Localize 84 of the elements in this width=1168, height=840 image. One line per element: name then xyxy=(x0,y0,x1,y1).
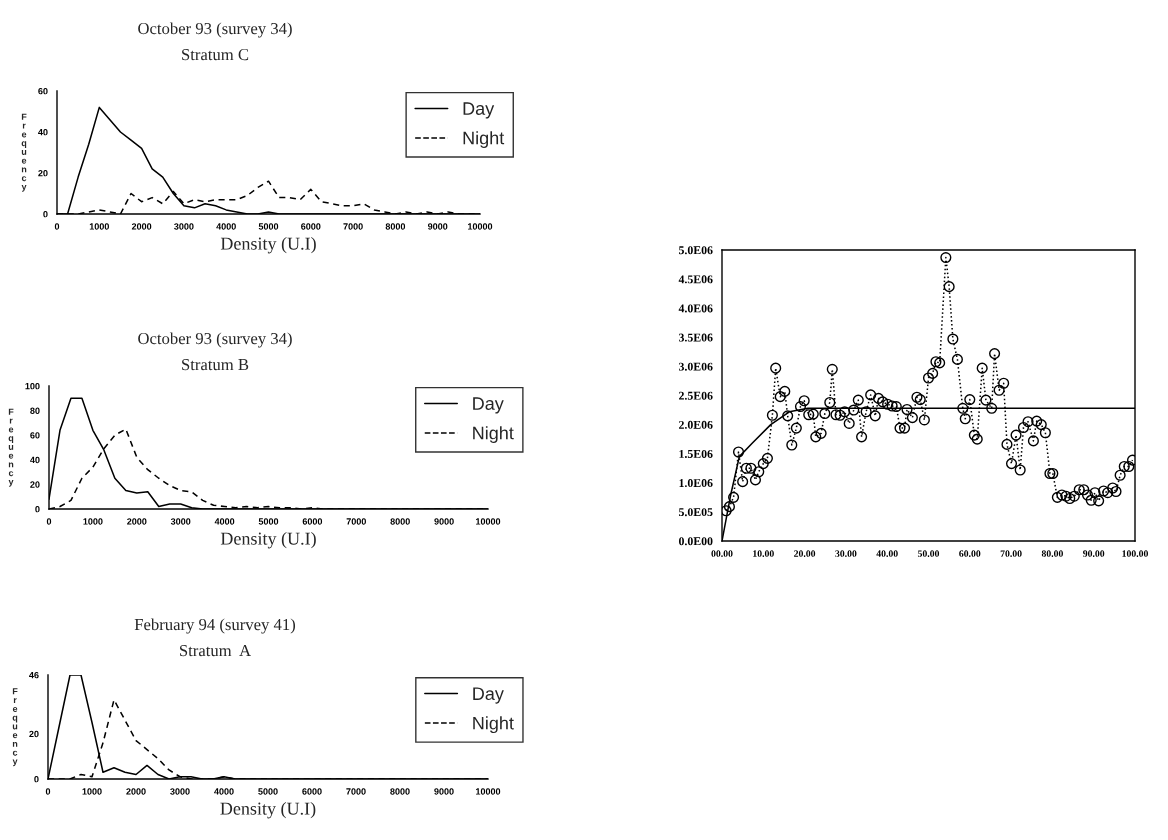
x-tick-label: 7000 xyxy=(346,518,366,525)
x-tick-label: 2000 xyxy=(131,223,152,230)
legend-label: Night xyxy=(473,426,514,443)
x-tick-label: 70.00 xyxy=(1000,550,1022,557)
x-tick-label: 4000 xyxy=(214,518,235,525)
x-tick-label: 4000 xyxy=(214,788,234,795)
y-tick-label: 20 xyxy=(38,169,48,177)
y-tick-label: 40 xyxy=(38,128,48,136)
x-tick-label: 100.00 xyxy=(1122,550,1148,557)
x-tick-label: 20.00 xyxy=(794,550,816,557)
y-tick-label: 1.5E06 xyxy=(679,449,713,458)
legend-label: Day xyxy=(473,687,504,704)
x-axis-title: Density (U.I) xyxy=(220,802,316,819)
x-tick-label: 3000 xyxy=(170,788,190,795)
x-tick-label: 9000 xyxy=(427,223,448,230)
y-tick-label: 2.5E06 xyxy=(679,391,713,400)
x-tick-label: 7000 xyxy=(346,788,366,795)
text: Frequency xyxy=(21,113,27,192)
x-tick-label: 60.00 xyxy=(959,550,981,557)
y-tick-label: 5.0E06 xyxy=(679,246,713,255)
text: Frequency xyxy=(8,408,14,487)
y-tick-label: 0 xyxy=(35,505,40,513)
y-tick-label: 60 xyxy=(30,432,40,439)
x-tick-label: 9000 xyxy=(434,518,454,525)
x-tick-label: 8000 xyxy=(390,518,410,525)
y-tick-label: 100 xyxy=(25,382,40,390)
legend-label: Night xyxy=(463,131,505,148)
x-tick-label: 0 xyxy=(54,223,60,230)
x-axis-title: Density (U.I) xyxy=(220,237,316,254)
x-tick-label: 10.00 xyxy=(753,550,774,557)
x-tick-label: 10000 xyxy=(468,223,493,230)
y-tick-label: 40 xyxy=(30,456,40,464)
text: Frequency xyxy=(12,688,18,767)
x-tick-label: 10000 xyxy=(476,788,501,795)
x-tick-label: 80.00 xyxy=(1041,550,1063,557)
chart-title: February 94 (survey 41) xyxy=(134,618,296,634)
legend-label: Day xyxy=(463,102,495,119)
x-tick-label: 9000 xyxy=(434,788,454,795)
x-tick-label: 10000 xyxy=(476,518,501,525)
chart-title: October 93 (survey 34) xyxy=(138,22,292,38)
x-tick-label: 30.00 xyxy=(835,550,857,557)
y-tick-label: 0.0E00 xyxy=(678,537,713,546)
x-tick-label: 3000 xyxy=(170,518,191,525)
chart-subtitle: Stratum B xyxy=(182,358,249,371)
y-tick-label: 1.0E06 xyxy=(679,479,713,488)
y-tick-label: 4.0E06 xyxy=(678,304,713,313)
x-tick-label: 90.00 xyxy=(1083,550,1105,557)
x-tick-label: 8000 xyxy=(390,788,410,795)
x-tick-label: 2000 xyxy=(126,788,146,795)
legend-label: Night xyxy=(473,716,514,734)
x-tick-label: 40.00 xyxy=(876,550,898,557)
x-axis-title: Density (U.I) xyxy=(220,532,316,549)
x-tick-label: 4000 xyxy=(216,223,236,230)
y-tick-label: 46 xyxy=(29,671,39,679)
x-tick-label: 1000 xyxy=(82,788,102,795)
y-tick-label: 2.0E06 xyxy=(679,420,713,429)
x-tick-label: 2000 xyxy=(127,518,147,525)
x-tick-label: 3000 xyxy=(174,223,194,230)
x-tick-label: 6000 xyxy=(302,518,323,525)
x-tick-label: 6000 xyxy=(302,788,322,795)
y-tick-label: 5.0E05 xyxy=(679,508,713,517)
y-tick-label: 0 xyxy=(43,210,48,218)
y-tick-label: 80 xyxy=(30,407,40,414)
x-tick-label: 6000 xyxy=(301,223,321,230)
x-tick-label: 8000 xyxy=(385,223,406,230)
y-tick-label: 3.0E06 xyxy=(678,362,713,371)
y-tick-label: 20 xyxy=(29,730,39,738)
y-tick-label: 60 xyxy=(38,87,48,95)
x-tick-label: 5000 xyxy=(258,788,278,795)
legend-label: Day xyxy=(473,397,504,414)
chart-title: October 93 (survey 34) xyxy=(138,332,292,348)
y-tick-label: 4.5E06 xyxy=(678,275,713,284)
chart-subtitle: Stratum C xyxy=(182,48,249,61)
x-tick-label: 1000 xyxy=(89,223,109,230)
x-tick-label: 5000 xyxy=(258,223,279,230)
y-tick-label: 20 xyxy=(30,481,40,488)
x-tick-label: 00.00 xyxy=(711,550,733,557)
x-tick-label: 1000 xyxy=(83,518,103,525)
x-tick-label: 50.00 xyxy=(917,550,940,557)
y-tick-label: 3.5E06 xyxy=(678,333,713,342)
chart-subtitle: Stratum A xyxy=(180,644,251,657)
x-tick-label: 7000 xyxy=(343,223,363,230)
y-tick-label: 0 xyxy=(34,775,39,783)
x-tick-label: 5000 xyxy=(258,518,279,525)
